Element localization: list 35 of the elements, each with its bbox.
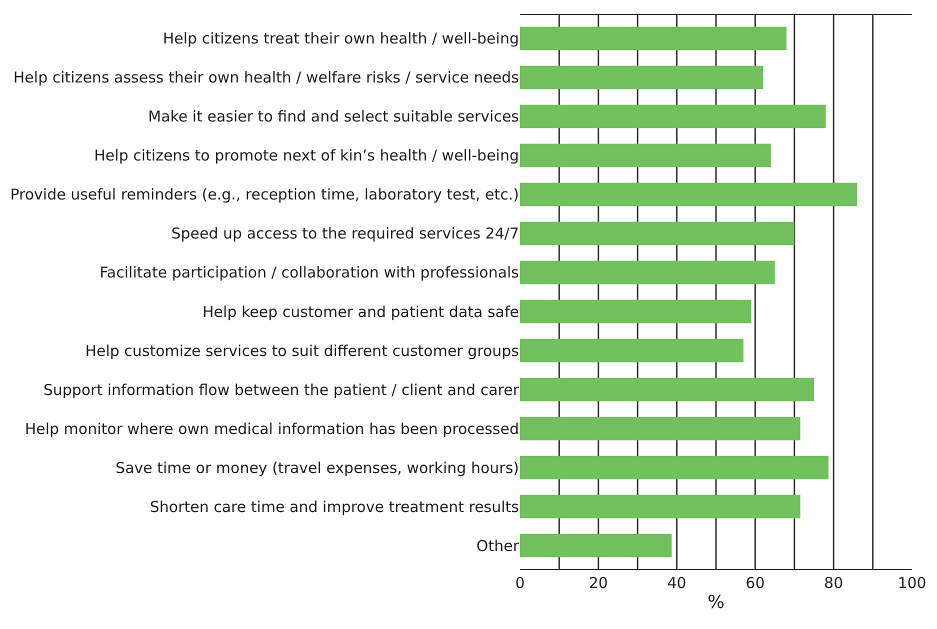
y-tick-label: Help citizens treat their own health / well-being [162, 30, 519, 48]
x-tick-label: 60 [746, 574, 765, 592]
y-tick-label: Help citizens assess their own health / welfare risks / service needs [13, 68, 520, 87]
y-tick-label: Facilitate participation / collaboration with professionals [100, 264, 520, 282]
x-tick-label: 20 [588, 574, 608, 592]
y-tick-label: Support information flow between the patient / client and carer [43, 380, 520, 399]
bar [520, 338, 744, 362]
bar [520, 144, 771, 168]
bar [520, 26, 787, 50]
bar [520, 378, 814, 402]
y-tick-label: Provide useful reminders (e.g., reception time, laboratory test, etc.) [10, 186, 519, 204]
x-tick-label: 80 [824, 574, 844, 592]
y-tick-label: Help keep customer and patient data safe [202, 302, 519, 321]
bar [520, 66, 764, 90]
y-tick-label: Help citizens to promote next of kin’s health / well-being [94, 146, 519, 165]
y-tick-label: Help monitor where own medical information has been processed [24, 420, 519, 438]
bar [520, 104, 826, 128]
x-axis-title: % [707, 592, 725, 614]
y-tick-label: Shorten care time and improve treatment results [150, 498, 520, 516]
bar [520, 456, 828, 480]
y-tick-label: Make it easier to find and select suitable services [148, 108, 520, 126]
bar [520, 494, 800, 518]
y-tick-label: Save time or money (travel expenses, working hours) [116, 458, 519, 477]
bar [520, 260, 775, 284]
x-tick-label: 0 [515, 574, 525, 592]
y-tick-label: Speed up access to the required services 24/7 [171, 224, 519, 243]
y-tick-label: Help customize services to suit different customer groups [85, 342, 520, 360]
bar [520, 222, 794, 246]
y-tick-label: Other [476, 536, 520, 555]
bar [520, 300, 752, 324]
bar [520, 416, 800, 440]
bar [520, 534, 672, 558]
x-tick-label: 40 [667, 574, 686, 592]
bar [520, 182, 858, 206]
x-tick-label: 100 [898, 574, 926, 592]
